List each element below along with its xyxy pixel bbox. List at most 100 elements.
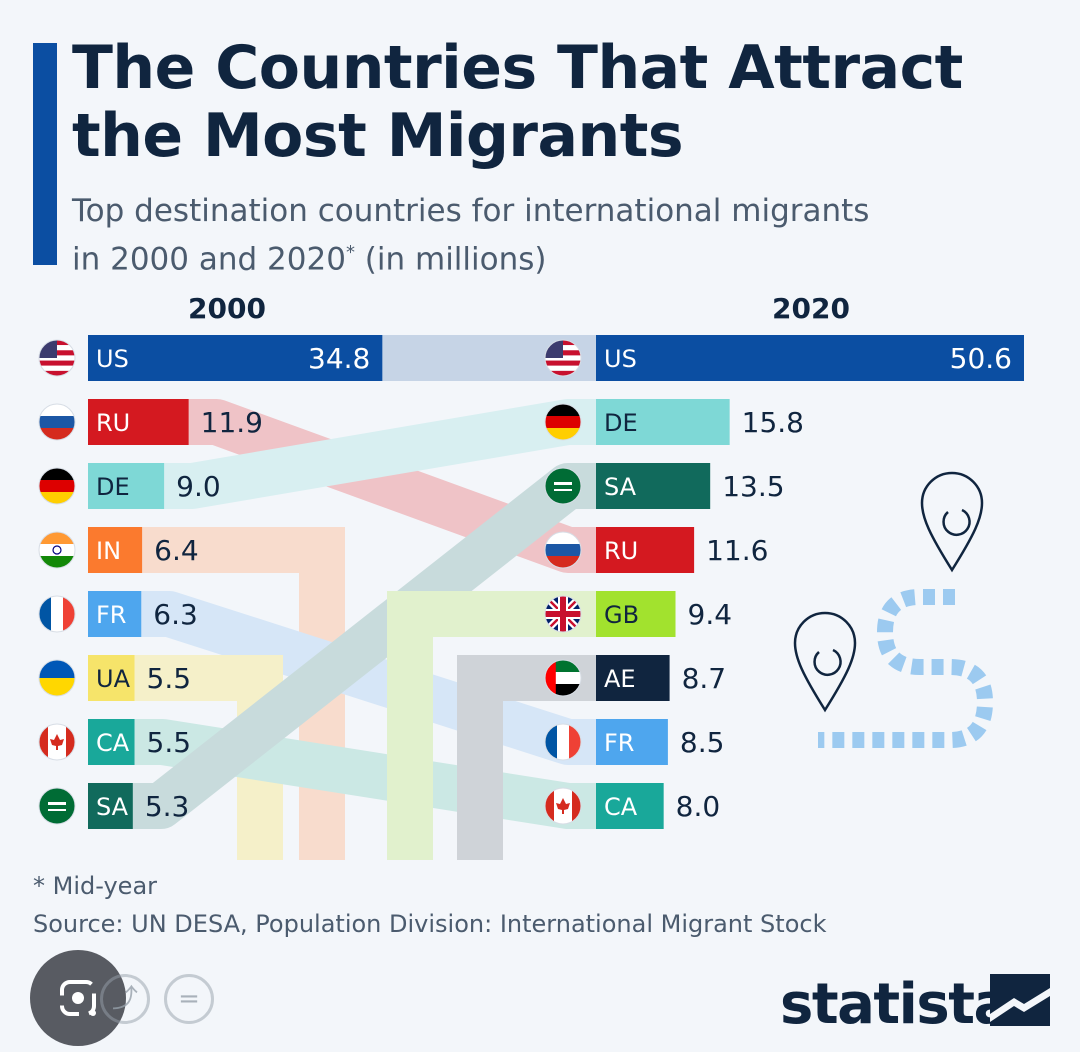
bar-rect (596, 719, 668, 765)
subtitle-line1: Top destination countries for internatio… (72, 193, 870, 229)
bar-rect (596, 335, 1024, 381)
country-code-label: CA (604, 793, 638, 821)
subtitle-footnote-marker: * (345, 242, 355, 263)
connector-gb (387, 591, 596, 860)
bar-2000-de: DE 9.0 (38, 463, 221, 509)
value-label: 5.5 (147, 662, 192, 695)
value-label: 6.3 (153, 598, 198, 631)
value-label: 8.7 (682, 662, 727, 695)
chart-title: The Countries That Attract the Most Migr… (72, 34, 963, 170)
bar-2020-ae: AE 8.7 (544, 655, 727, 701)
bar-rect (88, 591, 142, 637)
flag-ae-icon (544, 659, 582, 697)
statista-logo: statista (780, 972, 1011, 1037)
country-code-label: DE (96, 473, 130, 501)
country-code-label: IN (96, 537, 121, 565)
country-code-label: DE (604, 409, 638, 437)
lens-icon (60, 980, 96, 1016)
value-label: 5.3 (145, 790, 190, 823)
bar-rect (88, 527, 143, 573)
bar-rect (88, 399, 189, 445)
title-accent-bar (33, 43, 57, 265)
connector-ae (457, 655, 596, 860)
connector-fr (141, 591, 596, 765)
bar-rect (88, 719, 135, 765)
flag-ca-icon (544, 787, 582, 825)
value-label: 11.9 (201, 406, 263, 439)
bar-2000-ua: UA 5.5 (38, 655, 192, 701)
value-label: 9.4 (688, 598, 733, 631)
value-label: 15.8 (742, 406, 804, 439)
route-illustration (793, 471, 994, 748)
bar-2020-sa: SA 13.5 (544, 463, 785, 509)
country-code-label: GB (604, 601, 639, 629)
value-label: 6.4 (154, 534, 199, 567)
country-code-label: FR (604, 729, 634, 757)
map-pin-icon (793, 611, 857, 713)
bar-rect (88, 655, 135, 701)
flag-ua-icon (38, 659, 76, 697)
flag-fr-icon (544, 723, 582, 761)
bar-2020-fr: FR 8.5 (544, 719, 725, 765)
source-note: Source: UN DESA, Population Division: In… (33, 910, 827, 938)
connector-sa (132, 463, 596, 829)
value-label: 8.0 (676, 790, 721, 823)
bar-2020-ca: CA 8.0 (544, 783, 721, 829)
subtitle-unit: (in millions) (354, 241, 547, 278)
bar-rect (596, 591, 676, 637)
value-label: 8.5 (680, 726, 725, 759)
bar-2020-gb: GB 9.4 (544, 591, 733, 637)
bar-2020-ru: RU 11.6 (544, 527, 768, 573)
bar-rect (596, 527, 695, 573)
connector-ua (134, 655, 283, 860)
bar-rect (596, 783, 664, 829)
country-code-label: FR (96, 601, 126, 629)
country-code-label: SA (604, 473, 637, 501)
flag-sa-icon (38, 787, 76, 825)
bar-rect (88, 463, 165, 509)
equals-menu-icon[interactable]: = (164, 974, 214, 1024)
migrants-bar-chart: US 34.8 RU 11.9 DE 9.0 IN 6.4 FR 6.3 UA 5.5 CA 5.5 SA 5… (38, 335, 1024, 860)
connector-de (164, 399, 596, 509)
connector-ru (188, 399, 596, 573)
bar-2000-sa: SA 5.3 (38, 783, 190, 829)
country-code-label: RU (604, 537, 638, 565)
bar-rect (88, 783, 133, 829)
country-code-label: RU (96, 409, 130, 437)
flag-sa-icon (544, 467, 582, 505)
value-label: 9.0 (176, 470, 221, 503)
bar-2000-ca: CA 5.5 (38, 719, 191, 765)
flag-in-icon (38, 531, 76, 569)
country-code-label: CA (96, 729, 130, 757)
flag-de-icon (38, 467, 76, 505)
rank-connector-layer (132, 335, 596, 860)
flag-ca-icon (38, 723, 76, 761)
bar-rect (596, 463, 711, 509)
country-code-label: SA (96, 793, 129, 821)
flag-us-icon (544, 339, 582, 377)
bar-2000-ru: RU 11.9 (38, 399, 263, 445)
year-label-2000: 2000 (188, 292, 266, 325)
chart-title-line2: the Most Migrants (72, 101, 684, 171)
flag-ru-icon (544, 531, 582, 569)
bar-2000-us: US 34.8 (38, 335, 383, 381)
country-code-label: US (96, 345, 129, 373)
bar-2000-fr: FR 6.3 (38, 591, 198, 637)
flag-us-icon (38, 339, 76, 377)
bar-2000-in: IN 6.4 (38, 527, 199, 573)
subtitle-line2: in 2000 and 2020 (72, 241, 346, 278)
map-pin-icon (920, 471, 984, 573)
bar-rect (88, 335, 383, 381)
flag-fr-icon (38, 595, 76, 633)
value-label: 11.6 (706, 534, 768, 567)
value-label: 34.8 (308, 342, 370, 375)
dashed-route-icon (818, 589, 994, 748)
value-label: 50.6 (950, 342, 1012, 375)
share-icon[interactable]: ⤴ (100, 974, 150, 1024)
chart-title-line1: The Countries That Attract (72, 33, 963, 103)
year-label-2020: 2020 (772, 292, 850, 325)
country-code-label: US (604, 345, 637, 373)
footnote: * Mid-year (33, 872, 158, 900)
bar-2020-de: DE 15.8 (544, 399, 804, 445)
flag-ru-icon (38, 403, 76, 441)
